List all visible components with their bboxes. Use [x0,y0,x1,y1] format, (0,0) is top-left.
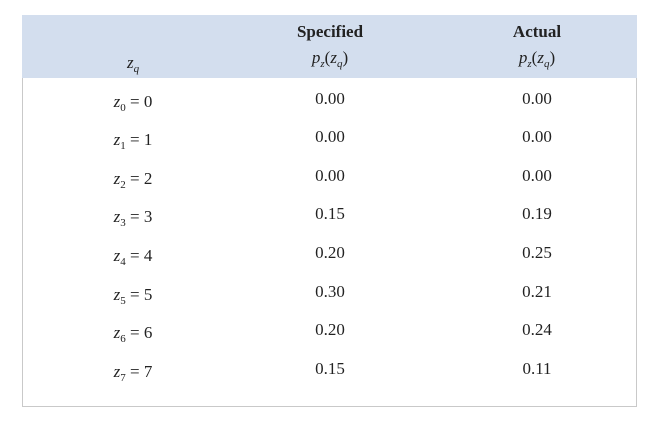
column-title-text: Specified [296,22,364,41]
row-label: z6 = 6 [114,323,153,345]
subscript: 2 [120,179,126,191]
actual-value: 0.25 [522,243,552,262]
symbol: z [113,130,121,149]
symbol: = 0 [125,92,153,111]
symbol: z [113,169,121,188]
column-formula: zq [127,53,139,75]
column-formula: pz(zq) [312,48,348,70]
row-label: z2 = 2 [114,169,153,191]
subscript: 5 [120,295,126,307]
subscript: q [133,63,140,75]
subscript: 4 [120,256,126,268]
row-label: z4 = 4 [114,246,153,268]
actual-value: 0.00 [522,166,552,185]
symbol: z [113,92,121,111]
subscript: q [543,58,550,70]
subscript: 3 [120,217,126,229]
row-label: z0 = 0 [114,92,153,114]
header-band [22,15,637,78]
symbol: ( [324,48,331,67]
symbol: z [113,246,121,265]
column-title: Actual [513,22,561,42]
row-label: z5 = 5 [114,285,153,307]
actual-value: 0.19 [522,204,552,223]
symbol: z [113,362,121,381]
actual-value: 0.00 [522,127,552,146]
subscript: 1 [120,140,126,152]
column-title: Specified [297,22,363,42]
specified-value: 0.00 [315,127,345,146]
specified-value: 0.15 [315,359,345,378]
subscript: 0 [120,102,126,114]
symbol: = 5 [125,285,153,304]
row-label: z1 = 1 [114,130,153,152]
actual-value: 0.21 [522,282,552,301]
specified-value: 0.00 [315,166,345,185]
symbol: = 7 [125,362,153,381]
subscript: q [336,58,343,70]
subscript: 7 [120,372,126,384]
specified-value: 0.30 [315,282,345,301]
symbol: z [126,53,134,72]
symbol: ( [531,48,538,67]
row-label: z7 = 7 [114,362,153,384]
symbol: p [518,48,528,67]
symbol: = 6 [125,323,153,342]
column-title-text: Actual [512,22,562,41]
symbol: p [311,48,321,67]
row-label: z3 = 3 [114,207,153,229]
symbol: z [113,285,121,304]
symbol: z [537,48,544,67]
symbol: ) [342,48,349,67]
column-formula: pz(zq) [519,48,555,70]
symbol: z [113,323,121,342]
symbol: z [330,48,337,67]
actual-value: 0.24 [522,320,552,339]
symbol: = 4 [125,246,153,265]
actual-value: 0.11 [522,359,552,378]
symbol: ) [549,48,556,67]
symbol: = 1 [125,130,153,149]
specified-value: 0.20 [315,243,345,262]
symbol: z [113,207,121,226]
symbol: = 2 [125,169,153,188]
subscript: 6 [120,333,126,345]
subscript: z [527,58,532,70]
actual-value: 0.00 [522,89,552,108]
specified-value: 0.15 [315,204,345,223]
subscript: z [320,58,325,70]
symbol: = 3 [125,207,153,226]
specified-value: 0.20 [315,320,345,339]
specified-value: 0.00 [315,89,345,108]
